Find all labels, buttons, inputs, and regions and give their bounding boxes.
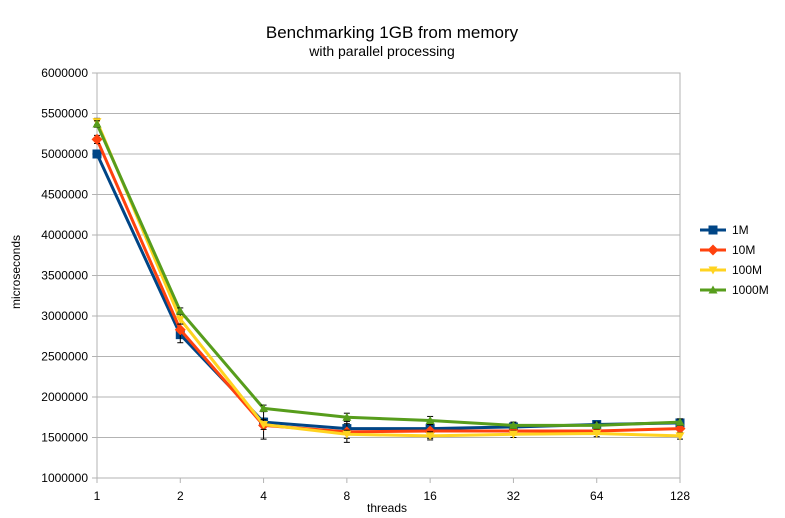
y-axis-ticks: 1000000 1500000 2000000 2500000 3000000 35000…	[41, 66, 97, 485]
marker-triangle-up	[425, 415, 435, 424]
marker-triangle-up	[259, 403, 269, 412]
x-axis-label: threads	[367, 501, 407, 515]
x-tick-label: 32	[507, 489, 521, 503]
x-tick-label: 2	[177, 489, 184, 503]
marker-triangle-up	[592, 420, 602, 429]
series-line	[95, 138, 681, 434]
y-axis-label: microseconds	[9, 235, 23, 309]
marker-triangle-up	[92, 119, 102, 128]
y-tick-label: 1000000	[41, 471, 88, 485]
y-tick-label: 4000000	[41, 228, 88, 242]
marker-triangle-down	[425, 432, 435, 441]
legend-item-1000M: 1000M	[700, 283, 769, 297]
legend-item-100M: 100M	[700, 263, 762, 277]
legend-item-1M: 1M	[700, 223, 749, 237]
chart-title: Benchmarking 1GB from memory	[266, 23, 519, 42]
x-tick-label: 8	[344, 489, 351, 503]
series-1000M	[92, 119, 685, 430]
y-tick-label: 4500000	[41, 188, 88, 202]
marker-square	[708, 225, 718, 235]
legend-label: 1000M	[732, 283, 769, 297]
marker-triangle-up	[342, 412, 352, 421]
y-tick-label: 6000000	[41, 66, 88, 80]
series-line	[95, 123, 681, 427]
legend-label: 10M	[732, 243, 755, 257]
marker-triangle-down	[592, 429, 602, 438]
marker-diamond	[91, 133, 103, 145]
marker-triangle-down	[342, 430, 352, 439]
legend: 1M 10M 100M 1000M	[700, 223, 769, 297]
y-tick-label: 5000000	[41, 147, 88, 161]
marker-triangle-up	[675, 417, 685, 426]
y-tick-label: 3000000	[41, 309, 88, 323]
marker-diamond	[707, 244, 719, 256]
marker-triangle-up	[708, 285, 718, 294]
marker-diamond	[174, 324, 186, 336]
chart-subtitle: with parallel processing	[308, 43, 455, 59]
legend-label: 1M	[732, 223, 749, 237]
marker-triangle-down	[675, 432, 685, 441]
gridlines	[97, 72, 680, 479]
x-tick-label: 128	[670, 489, 690, 503]
legend-label: 100M	[732, 263, 762, 277]
marker-triangle-down	[175, 315, 185, 324]
marker-triangle-down	[259, 421, 269, 430]
y-tick-label: 5500000	[41, 107, 88, 121]
marker-square	[92, 149, 102, 159]
y-tick-label: 2500000	[41, 350, 88, 364]
legend-item-10M: 10M	[700, 243, 755, 257]
marker-triangle-down	[508, 430, 518, 439]
x-tick-label: 4	[260, 489, 267, 503]
marker-triangle-up	[508, 420, 518, 429]
y-tick-label: 1500000	[41, 431, 88, 445]
marker-triangle-down	[708, 266, 718, 275]
y-tick-label: 3500000	[41, 269, 88, 283]
x-axis-ticks: 1 2 4 8 16 32 64 128	[94, 478, 690, 503]
series-line	[95, 121, 681, 438]
x-tick-label: 64	[590, 489, 604, 503]
x-tick-label: 1	[94, 489, 101, 503]
y-tick-label: 2000000	[41, 390, 88, 404]
marker-triangle-up	[175, 306, 185, 315]
series-layer	[91, 117, 686, 443]
x-tick-label: 16	[423, 489, 437, 503]
